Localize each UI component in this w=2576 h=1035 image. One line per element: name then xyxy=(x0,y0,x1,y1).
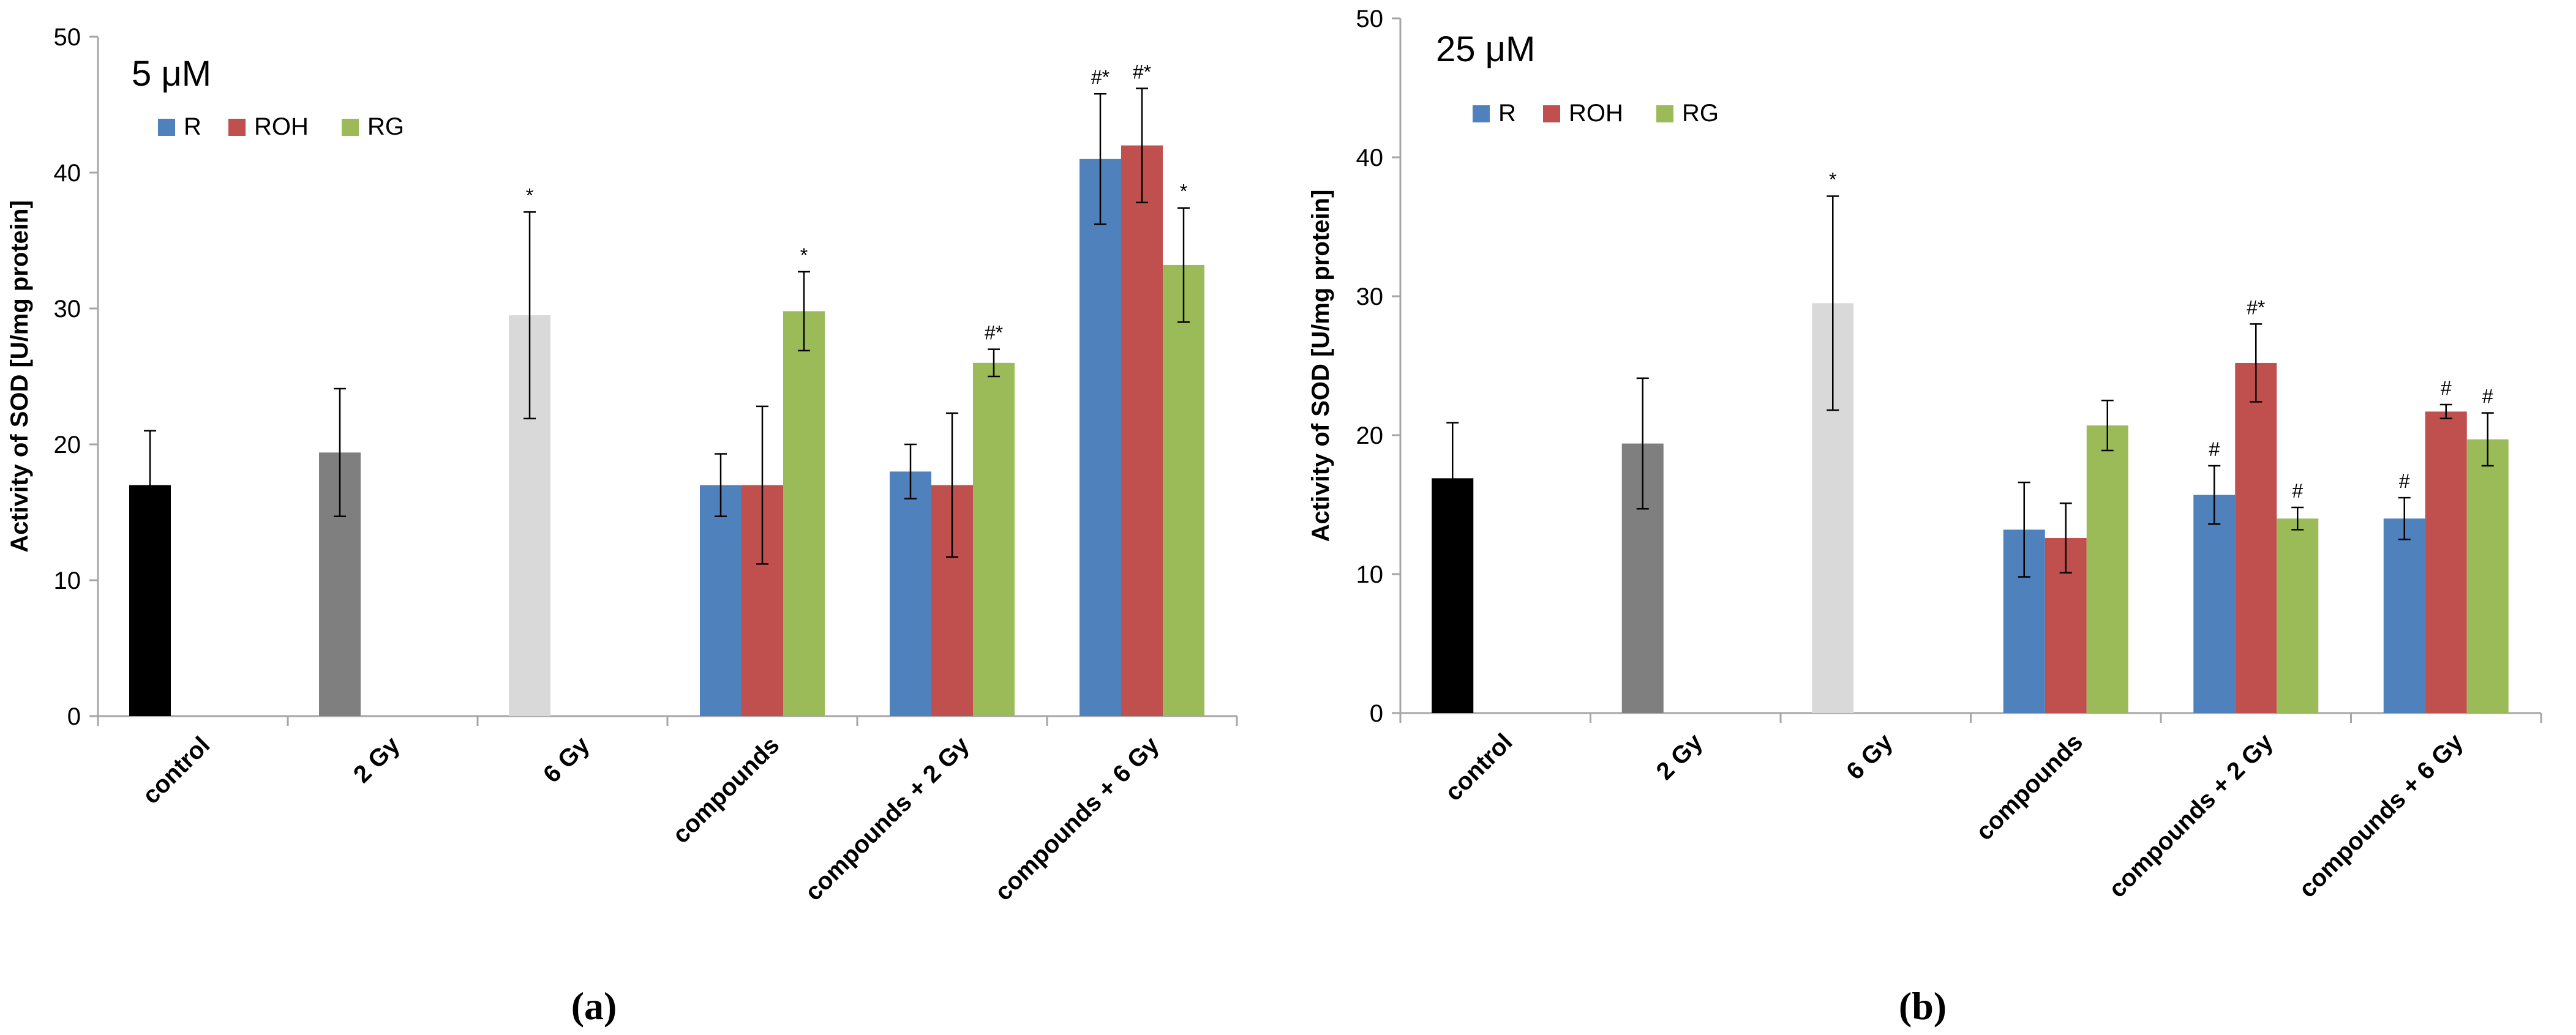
panel-a: 0 10 20 30 40 50 Activity of SOD [U/mg protein… xyxy=(6,24,1238,1028)
legend-label-roh: ROH xyxy=(1569,100,1623,127)
y-tick-label: 10 xyxy=(1356,561,1384,588)
bar-r xyxy=(700,485,742,716)
significance-mark: #* xyxy=(1091,66,1110,88)
significance-mark: #* xyxy=(1133,61,1151,83)
x-tick-label: control xyxy=(137,731,215,809)
bar-rg xyxy=(2466,439,2509,713)
bar-roh xyxy=(1121,145,1163,717)
y-axis-label: Activity of SOD [U/mg protein] xyxy=(6,200,33,553)
significance-mark: # xyxy=(2292,480,2303,502)
y-tick-label: 20 xyxy=(1356,422,1384,449)
x-tick-label: compounds + 6 Gy xyxy=(2294,728,2468,903)
legend-swatch-rg xyxy=(342,119,359,136)
bar-r xyxy=(890,471,931,716)
panel-b: 0 10 20 30 40 50 Activity of SOD [U/mg protein… xyxy=(1307,6,2542,1028)
x-tick-label: 2 Gy xyxy=(1651,728,1708,785)
bar-rg xyxy=(1163,264,1204,717)
x-tick-label: compounds + 2 Gy xyxy=(2104,728,2278,903)
legend-label-rg: RG xyxy=(1682,100,1719,127)
panel-label: (b) xyxy=(1899,984,1947,1028)
bar-rg xyxy=(973,362,1015,716)
legend-swatch-roh xyxy=(228,119,246,136)
significance-mark: * xyxy=(1180,181,1187,203)
legend-label-rg: RG xyxy=(367,113,404,140)
bar-r xyxy=(1080,159,1121,716)
legend-label-r: R xyxy=(184,113,201,140)
y-tick-label: 50 xyxy=(1356,6,1384,32)
bar-rg xyxy=(783,311,825,716)
x-tick-label: 6 Gy xyxy=(538,731,595,788)
significance-mark: # xyxy=(2441,377,2452,399)
legend-swatch-rg xyxy=(1656,105,1673,122)
chart-title: 25 μM xyxy=(1436,29,1535,69)
bar-r xyxy=(2383,518,2425,713)
x-tick-label: compounds xyxy=(1971,728,2088,845)
significance-mark: # xyxy=(2482,386,2493,408)
y-tick-label: 0 xyxy=(67,703,81,730)
y-tick-label: 10 xyxy=(54,567,81,594)
significance-mark: * xyxy=(1829,169,1836,191)
bar-roh xyxy=(2235,362,2277,713)
y-axis-label: Activity of SOD [U/mg protein] xyxy=(1307,190,1334,542)
legend-swatch-roh xyxy=(1543,105,1560,122)
chart-title: 5 μM xyxy=(132,54,211,94)
y-tick-label: 30 xyxy=(1356,283,1384,310)
bar-rg xyxy=(2277,518,2319,713)
y-tick-label: 40 xyxy=(1356,144,1384,171)
x-tick-label: 2 Gy xyxy=(348,731,405,788)
y-tick-label: 30 xyxy=(54,296,81,323)
legend-swatch-r xyxy=(1473,105,1490,122)
legend-label-roh: ROH xyxy=(254,113,309,140)
bar-roh xyxy=(2425,411,2467,713)
bar-rg xyxy=(2086,425,2128,713)
x-tick-label: control xyxy=(1440,728,1518,806)
y-tick-label: 20 xyxy=(54,432,81,458)
y-tick-label: 50 xyxy=(54,24,81,51)
significance-mark: # xyxy=(2399,470,2410,492)
significance-mark: # xyxy=(2209,438,2220,460)
significance-mark: #* xyxy=(2247,296,2265,318)
significance-mark: #* xyxy=(985,322,1003,344)
significance-mark: * xyxy=(526,184,533,206)
bar-r xyxy=(2193,495,2236,713)
x-tick-label: 6 Gy xyxy=(1841,728,1898,785)
significance-mark: * xyxy=(800,244,808,266)
panel-label: (a) xyxy=(571,984,617,1028)
y-tick-label: 0 xyxy=(1370,700,1383,727)
y-tick-label: 40 xyxy=(54,160,81,187)
legend-swatch-r xyxy=(158,119,175,136)
x-tick-label: compounds + 2 Gy xyxy=(800,731,974,906)
x-tick-label: compounds + 6 Gy xyxy=(989,731,1164,906)
legend-label-r: R xyxy=(1498,100,1516,127)
x-tick-label: compounds xyxy=(667,731,784,848)
